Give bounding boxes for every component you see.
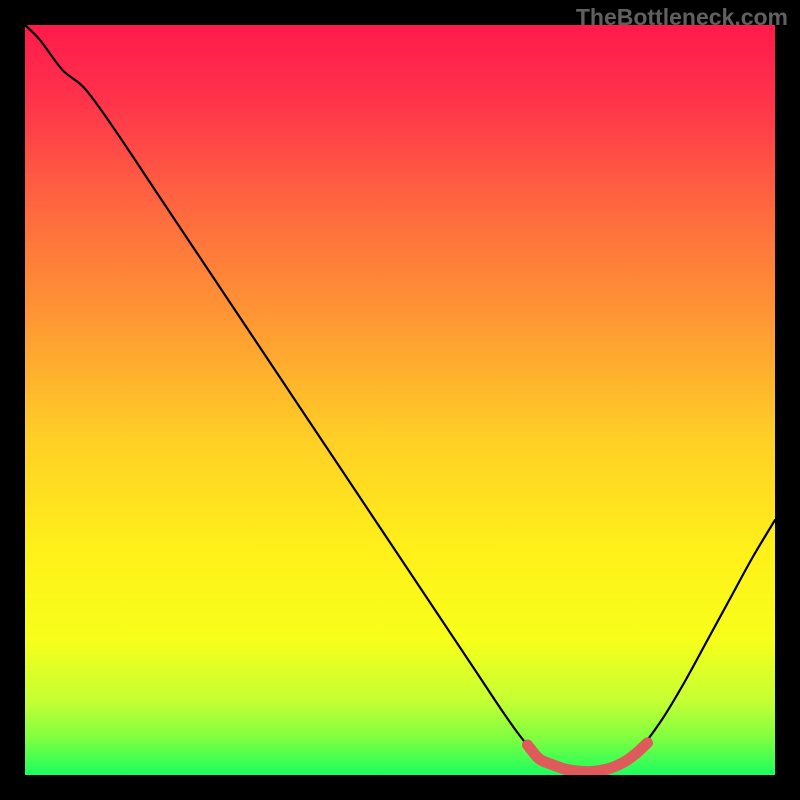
chart-svg: [25, 25, 775, 775]
plot-area: [25, 25, 775, 775]
gradient-background: [25, 25, 775, 775]
watermark-text: TheBottleneck.com: [576, 4, 788, 31]
